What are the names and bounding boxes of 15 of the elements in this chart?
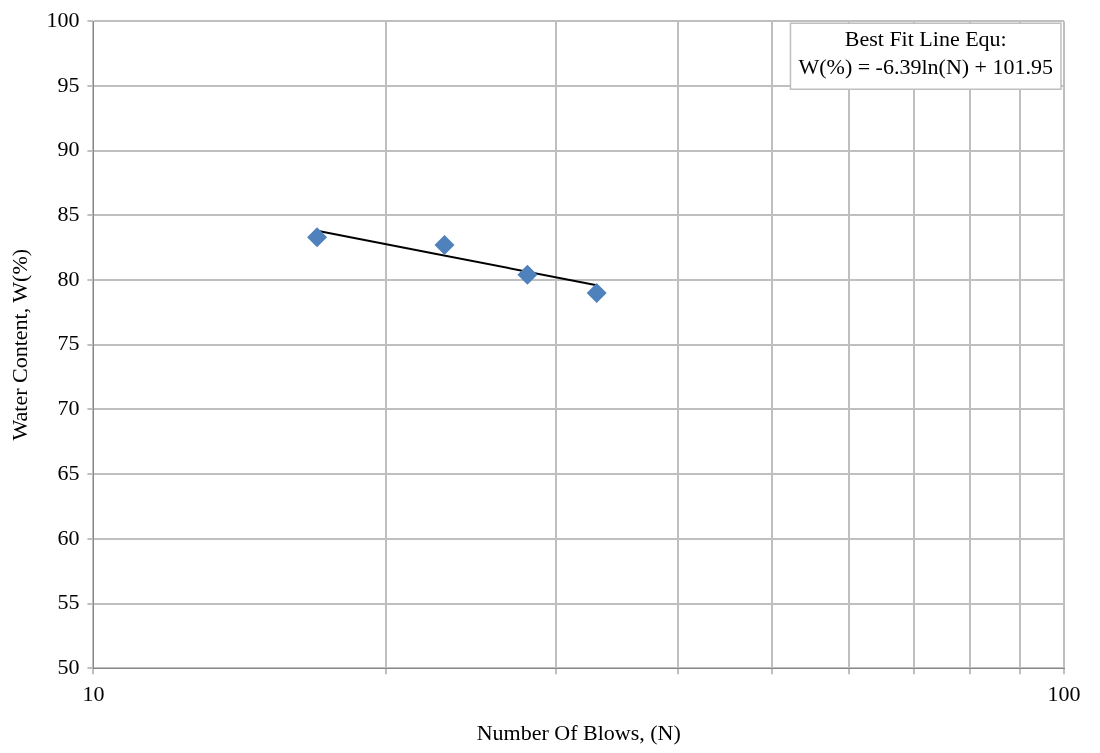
y-tick-label: 85 <box>57 201 80 227</box>
y-tick-label: 70 <box>57 395 80 421</box>
y-tick-label: 55 <box>57 589 80 615</box>
y-tick-label: 90 <box>57 136 80 162</box>
y-tick-label: 75 <box>57 330 80 356</box>
y-tick-label: 65 <box>57 459 80 485</box>
y-tick-label: 60 <box>57 524 80 550</box>
y-tick-label: 100 <box>46 6 80 32</box>
x-axis-title: Number Of Blows, (N) <box>476 719 681 745</box>
y-tick-label: 95 <box>57 71 80 97</box>
x-tick-label: 10 <box>82 681 105 707</box>
y-tick-label: 50 <box>57 653 80 679</box>
y-axis-title: Water Content, W(%) <box>6 248 32 441</box>
y-tick-label: 80 <box>57 265 80 291</box>
annotation: Best Fit Line Equ: W(%) = -6.39ln(N) + 101.95 <box>798 25 1054 79</box>
